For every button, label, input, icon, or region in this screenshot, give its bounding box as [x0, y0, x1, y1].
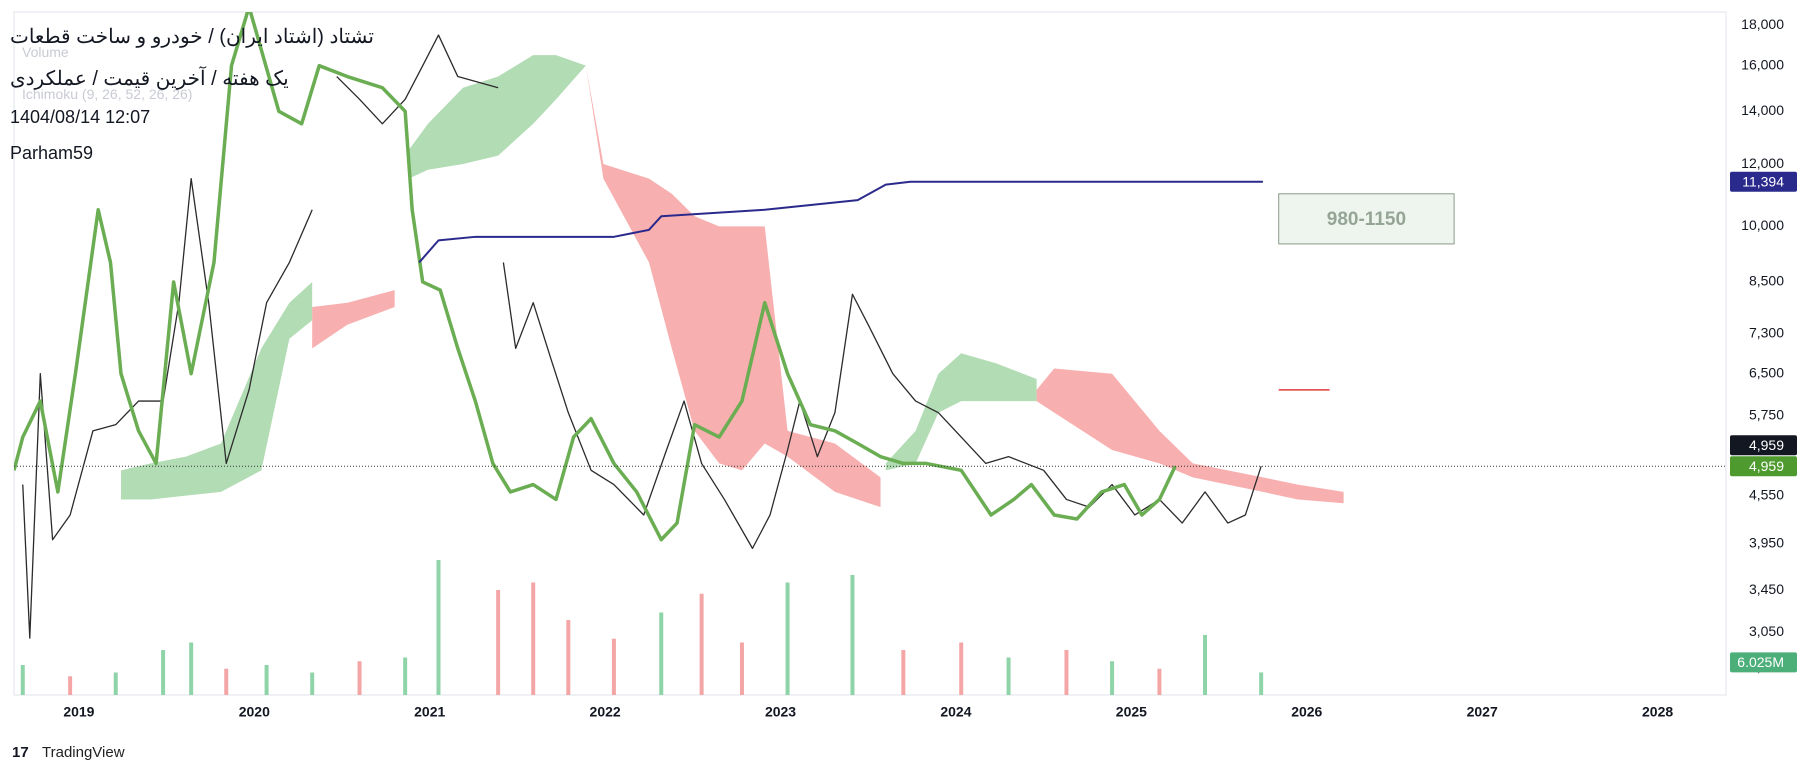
- indicator-legend: Ichimoku (9, 26, 52, 26, 26): [22, 86, 193, 102]
- x-tick-label: 2025: [1116, 704, 1147, 720]
- series-line: [14, 12, 1177, 542]
- volume-bar: [659, 612, 664, 695]
- volume-bar: [901, 650, 906, 695]
- x-tick-label: 2020: [239, 704, 270, 720]
- volume-bar: [959, 642, 964, 695]
- x-tick-label: 2027: [1467, 704, 1498, 720]
- volume-bar: [68, 676, 73, 695]
- y-tick-label: 8,500: [1749, 273, 1784, 289]
- price-tag: [1730, 171, 1797, 192]
- subtitle: یک هفته / آخرین قیمت / عملکردی: [10, 68, 289, 90]
- price-tag: [1730, 435, 1797, 456]
- volume-bar: [1259, 672, 1264, 695]
- y-tick-label: 12,000: [1741, 155, 1784, 171]
- x-tick-label: 2021: [414, 704, 445, 720]
- price-tag: [1730, 456, 1797, 477]
- ichimoku-cloud: [585, 65, 881, 508]
- volume-bar: [264, 665, 269, 695]
- x-tick-label: 2026: [1291, 704, 1322, 720]
- y-tick-label: 4,550: [1749, 486, 1784, 502]
- volume-bar: [20, 665, 25, 695]
- annotation-text: 980-1150: [1327, 209, 1406, 230]
- y-tick-label: 18,000: [1741, 16, 1784, 32]
- ichimoku-cloud: [312, 290, 395, 349]
- volume-bar: [436, 560, 441, 695]
- title: تشتاد (اشتاد ایران) / خودرو و ساخت قطعات: [10, 26, 374, 48]
- volume-bar: [739, 642, 744, 695]
- price-tag-label: 4,959: [1749, 458, 1784, 474]
- author: Parham59: [10, 143, 94, 163]
- volume-bar: [224, 668, 229, 695]
- volume-bar: [1203, 635, 1208, 695]
- volume-bar: [1006, 657, 1011, 695]
- annotation-box: [1278, 193, 1455, 245]
- volume-bar: [403, 657, 408, 695]
- volume-bar: [496, 590, 501, 695]
- line-layer: 980-1150: [14, 12, 1726, 639]
- x-tick-label: 2024: [940, 704, 971, 720]
- x-tick-label: 2022: [590, 704, 621, 720]
- footer-brand: TradingView: [42, 744, 125, 761]
- volume-bar: [531, 582, 536, 695]
- volume-bar: [161, 650, 166, 695]
- x-tick-label: 2019: [63, 704, 94, 720]
- y-tick-label: 10,000: [1741, 217, 1784, 233]
- volume-bar: [699, 593, 704, 695]
- plot-frame: [13, 11, 1727, 696]
- ichimoku-cloud: [121, 281, 313, 500]
- price-tag-label: 11,394: [1742, 173, 1784, 189]
- volume-layer: [20, 560, 1264, 695]
- volume-bar: [310, 672, 315, 695]
- ichimoku-cloud: [885, 353, 1037, 471]
- series-line: [22, 34, 1262, 639]
- y-tick-label: 14,000: [1741, 102, 1784, 118]
- volume-bar: [611, 638, 616, 695]
- cloud-layer: [121, 55, 1344, 508]
- y-tick-label: 16,000: [1741, 56, 1784, 72]
- volume-bar: [1157, 668, 1162, 695]
- logo-mark: 17: [12, 744, 29, 761]
- series-line: [418, 180, 1263, 264]
- volume-bar: [1110, 661, 1115, 695]
- axis-layer: 18,000 16,000 14,000 12,000 10,000 8,500 7,300…: [63, 16, 1797, 720]
- y-tick-label: 3,950: [1749, 535, 1784, 551]
- x-tick-label: 2028: [1642, 704, 1673, 720]
- ichimoku-cloud: [408, 55, 586, 179]
- volume-tag: [1730, 652, 1797, 673]
- price-tag-label: 4,959: [1749, 437, 1784, 453]
- y-tick-label: 3,450: [1749, 581, 1784, 597]
- footer-logo: 17: [12, 744, 29, 761]
- y-tick-label: 7,300: [1749, 325, 1784, 341]
- volume-bar: [189, 642, 194, 695]
- y-tick-label: 6,500: [1749, 364, 1784, 380]
- volume-bar: [566, 620, 571, 695]
- volume-bar: [113, 672, 118, 695]
- volume-bar: [1064, 650, 1069, 695]
- volume-tag-label: 6.025M: [1737, 654, 1784, 670]
- volume-bar: [357, 661, 362, 695]
- x-tick-label: 2023: [765, 704, 796, 720]
- ichimoku-cloud: [1036, 368, 1344, 504]
- volume-legend: Volume: [22, 44, 69, 60]
- date: 1404/08/14 12:07: [10, 107, 151, 127]
- volume-bar: [785, 582, 790, 695]
- volume-bar: [850, 575, 855, 695]
- y-tick-label: 3,050: [1749, 623, 1784, 639]
- y-tick-label: 5,750: [1749, 406, 1784, 422]
